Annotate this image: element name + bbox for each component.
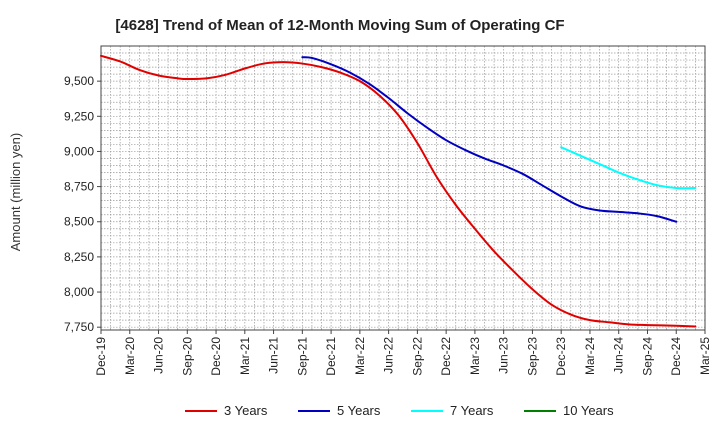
x-tick-label: Mar-23	[468, 337, 482, 375]
legend-label: 3 Years	[224, 403, 268, 418]
series-line-5-years	[301, 56, 678, 223]
x-tick-label: Dec-24	[669, 337, 683, 376]
x-tick-label: Sep-20	[180, 337, 194, 376]
x-tick-label: Dec-23	[554, 337, 568, 376]
y-axis: 7,750 8,000 8,250 8,500 8,750 9,000 9,250 9,500	[64, 74, 101, 334]
y-tick-label: 8,500	[64, 215, 94, 229]
legend: 3 Years 5 Years 7 Years 10 Years	[185, 403, 614, 418]
x-tick-label: Dec-19	[94, 337, 108, 376]
legend-label: 10 Years	[563, 403, 614, 418]
x-tick-label: Jun-24	[612, 337, 626, 374]
x-tick-label: Jun-20	[152, 337, 166, 374]
y-tick-label: 9,500	[64, 74, 94, 88]
series-layer	[100, 54, 697, 328]
y-tick-label: 8,750	[64, 180, 94, 194]
legend-label: 7 Years	[450, 403, 494, 418]
x-tick-label: Sep-24	[640, 337, 654, 376]
x-tick-label: Mar-24	[583, 337, 597, 375]
y-axis-label: Amount (million yen)	[8, 133, 23, 252]
series-line-3-years	[100, 54, 697, 328]
x-tick-label: Sep-22	[410, 337, 424, 376]
x-tick-label: Mar-21	[238, 337, 252, 375]
y-tick-label: 8,000	[64, 285, 94, 299]
y-tick-label: 9,000	[64, 144, 94, 158]
chart-title: [4628] Trend of Mean of 12-Month Moving …	[115, 17, 564, 34]
x-tick-label: Jun-21	[267, 337, 281, 374]
x-tick-label: Sep-23	[525, 337, 539, 376]
x-tick-label: Dec-21	[324, 337, 338, 376]
x-tick-label: Dec-20	[209, 337, 223, 376]
grid-layer	[101, 46, 705, 330]
y-tick-label: 9,250	[64, 109, 94, 123]
x-tick-label: Jun-22	[382, 337, 396, 374]
x-tick-label: Sep-21	[295, 337, 309, 376]
x-tick-label: Mar-25	[698, 337, 712, 375]
x-tick-label: Jun-23	[497, 337, 511, 374]
plot-frame	[100, 45, 706, 331]
series-line-7-years	[560, 146, 697, 190]
x-axis: Dec-19 Mar-20 Jun-20 Sep-20 Dec-20 Mar-21 Jun-…	[94, 330, 712, 376]
legend-label: 5 Years	[337, 403, 381, 418]
x-tick-label: Mar-22	[353, 337, 367, 375]
x-tick-label: Mar-20	[123, 337, 137, 375]
y-tick-label: 7,750	[64, 320, 94, 334]
y-tick-label: 8,250	[64, 250, 94, 264]
x-tick-label: Dec-22	[439, 337, 453, 376]
